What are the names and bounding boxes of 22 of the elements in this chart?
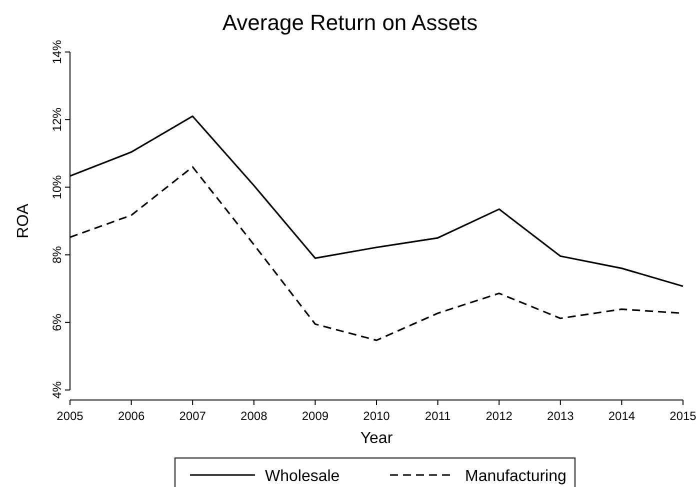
chart-title: Average Return on Assets — [222, 10, 478, 35]
x-tick-label: 2006 — [118, 409, 145, 423]
y-axis-title: ROA — [15, 203, 32, 238]
legend-label: Manufacturing — [465, 468, 566, 485]
x-tick-label: 2007 — [179, 409, 206, 423]
x-tick-label: 2005 — [56, 409, 84, 423]
legend-label: Wholesale — [265, 468, 340, 485]
y-tick-label: 12% — [50, 107, 64, 132]
x-tick-label: 2014 — [608, 409, 636, 423]
x-tick-label: 2013 — [547, 409, 574, 423]
y-tick-label: 8% — [50, 246, 64, 264]
x-tick-label: 2015 — [670, 409, 697, 423]
x-tick-label: 2008 — [240, 409, 268, 423]
x-tick-label: 2011 — [424, 409, 452, 423]
x-tick-label: 2010 — [363, 409, 390, 423]
y-tick-label: 6% — [50, 313, 64, 332]
x-tick-label: 2012 — [486, 409, 513, 423]
y-tick-label: 10% — [50, 174, 64, 200]
y-tick-label: 14% — [50, 40, 64, 64]
x-axis-title: Year — [360, 430, 394, 447]
y-tick-label: 4% — [50, 381, 64, 399]
x-tick-label: 2009 — [302, 409, 329, 423]
